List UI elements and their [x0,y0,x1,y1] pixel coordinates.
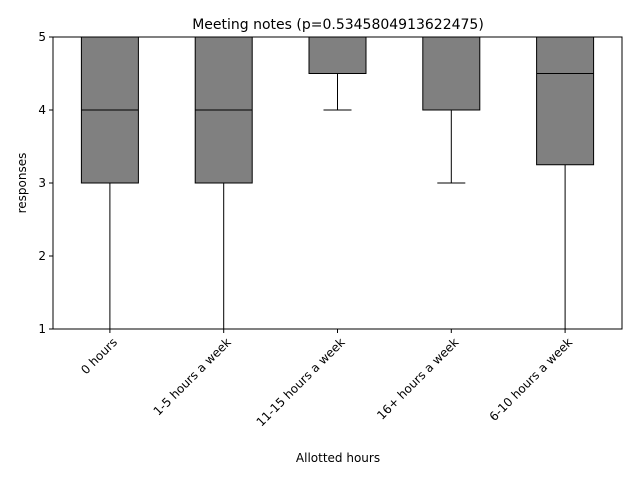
box [536,36,595,166]
chart-title: Meeting notes (p=0.5345804913622475) [192,17,484,33]
box-group [308,36,367,111]
x-axis-label: Allotted hours [296,451,380,465]
box-group [422,36,481,184]
y-tick-label: 2 [38,249,46,263]
y-tick-label: 1 [38,322,46,336]
x-tick-label: 6-10 hours a week [487,335,576,424]
y-axis-label: responses [15,153,29,214]
y-axis: 1 2 3 4 5 [38,30,53,336]
box-group [80,36,139,330]
x-tick-label: 16+ hours a week [374,335,461,422]
x-tick-label: 1-5 hours a week [151,335,234,418]
x-tick-label: 11-15 hours a week [254,335,348,429]
x-tick-label: 0 hours [78,335,120,377]
box-group [536,36,595,330]
y-tick-label: 4 [38,103,46,117]
plot-area [80,36,595,330]
y-tick-label: 5 [38,30,46,44]
box [308,36,367,74]
x-axis: 0 hours 1-5 hours a week 11-15 hours a wee… [78,329,575,429]
box-group [194,36,253,330]
y-tick-label: 3 [38,176,46,190]
box [422,36,481,111]
